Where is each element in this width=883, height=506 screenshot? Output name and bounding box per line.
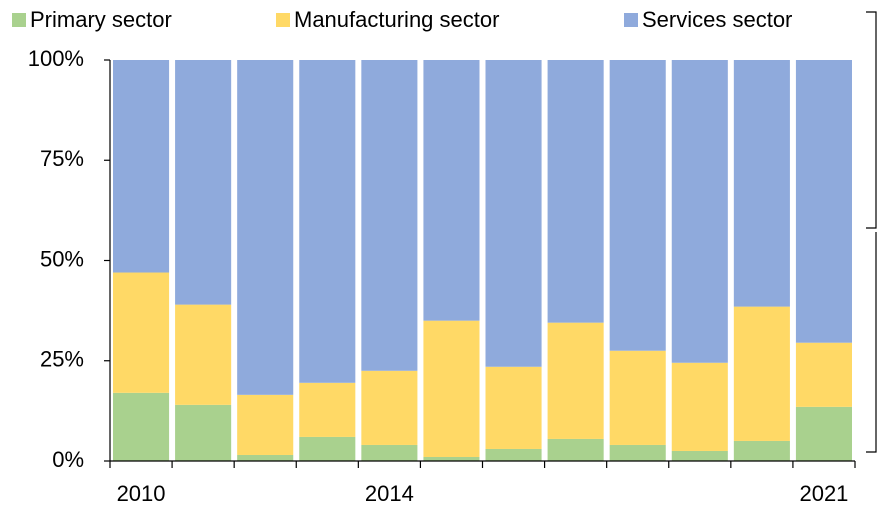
bar-segment xyxy=(361,60,418,371)
legend-swatch xyxy=(12,13,26,27)
bar-segment xyxy=(237,60,294,395)
bar-segment xyxy=(113,60,170,273)
legend-swatch xyxy=(276,13,290,27)
bar-segment xyxy=(175,404,232,461)
legend-label: Services sector xyxy=(642,7,792,32)
bar-segment xyxy=(733,60,790,307)
bar-segment xyxy=(423,60,480,321)
bar-segment xyxy=(547,60,604,323)
bar-segment xyxy=(175,60,232,305)
bar-segment xyxy=(547,438,604,461)
bar-segment xyxy=(671,60,728,363)
bar-segment xyxy=(547,322,604,439)
x-tick-label: 2014 xyxy=(365,481,414,506)
bar-segment xyxy=(423,456,480,461)
bar-segment xyxy=(299,436,356,461)
bar-segment xyxy=(113,392,170,461)
bar-segment xyxy=(361,370,418,445)
bar-segment xyxy=(485,60,542,367)
bar-segment xyxy=(671,362,728,451)
bar-segment xyxy=(795,342,852,407)
y-tick-label: 100% xyxy=(28,46,84,71)
bar-segment xyxy=(423,320,480,457)
y-tick-label: 50% xyxy=(40,246,84,271)
bar-segment xyxy=(237,394,294,455)
bar-segment xyxy=(175,304,232,405)
legend-label: Primary sector xyxy=(30,7,172,32)
bar-segment xyxy=(299,60,356,383)
y-tick-label: 75% xyxy=(40,146,84,171)
bar-segment xyxy=(485,366,542,449)
bar-segment xyxy=(733,306,790,441)
y-tick-label: 0% xyxy=(52,447,84,472)
bar-segment xyxy=(361,444,418,461)
bracket xyxy=(866,232,877,453)
legend-label: Manufacturing sector xyxy=(294,7,499,32)
bar-segment xyxy=(609,60,666,351)
bar-segment xyxy=(609,350,666,445)
x-tick-label: 2010 xyxy=(117,481,166,506)
bar-segment xyxy=(299,382,356,437)
bar-segment xyxy=(609,444,666,461)
bracket xyxy=(866,11,877,229)
bar-segment xyxy=(237,454,294,461)
x-tick-label: 2021 xyxy=(799,481,848,506)
bar-segment xyxy=(733,440,790,461)
legend-swatch xyxy=(624,13,638,27)
bar-segment xyxy=(113,272,170,393)
y-tick-label: 25% xyxy=(40,347,84,372)
bar-segment xyxy=(485,448,542,461)
bar-segment xyxy=(795,406,852,461)
bar-segment xyxy=(795,60,852,343)
bar-segment xyxy=(671,450,728,461)
